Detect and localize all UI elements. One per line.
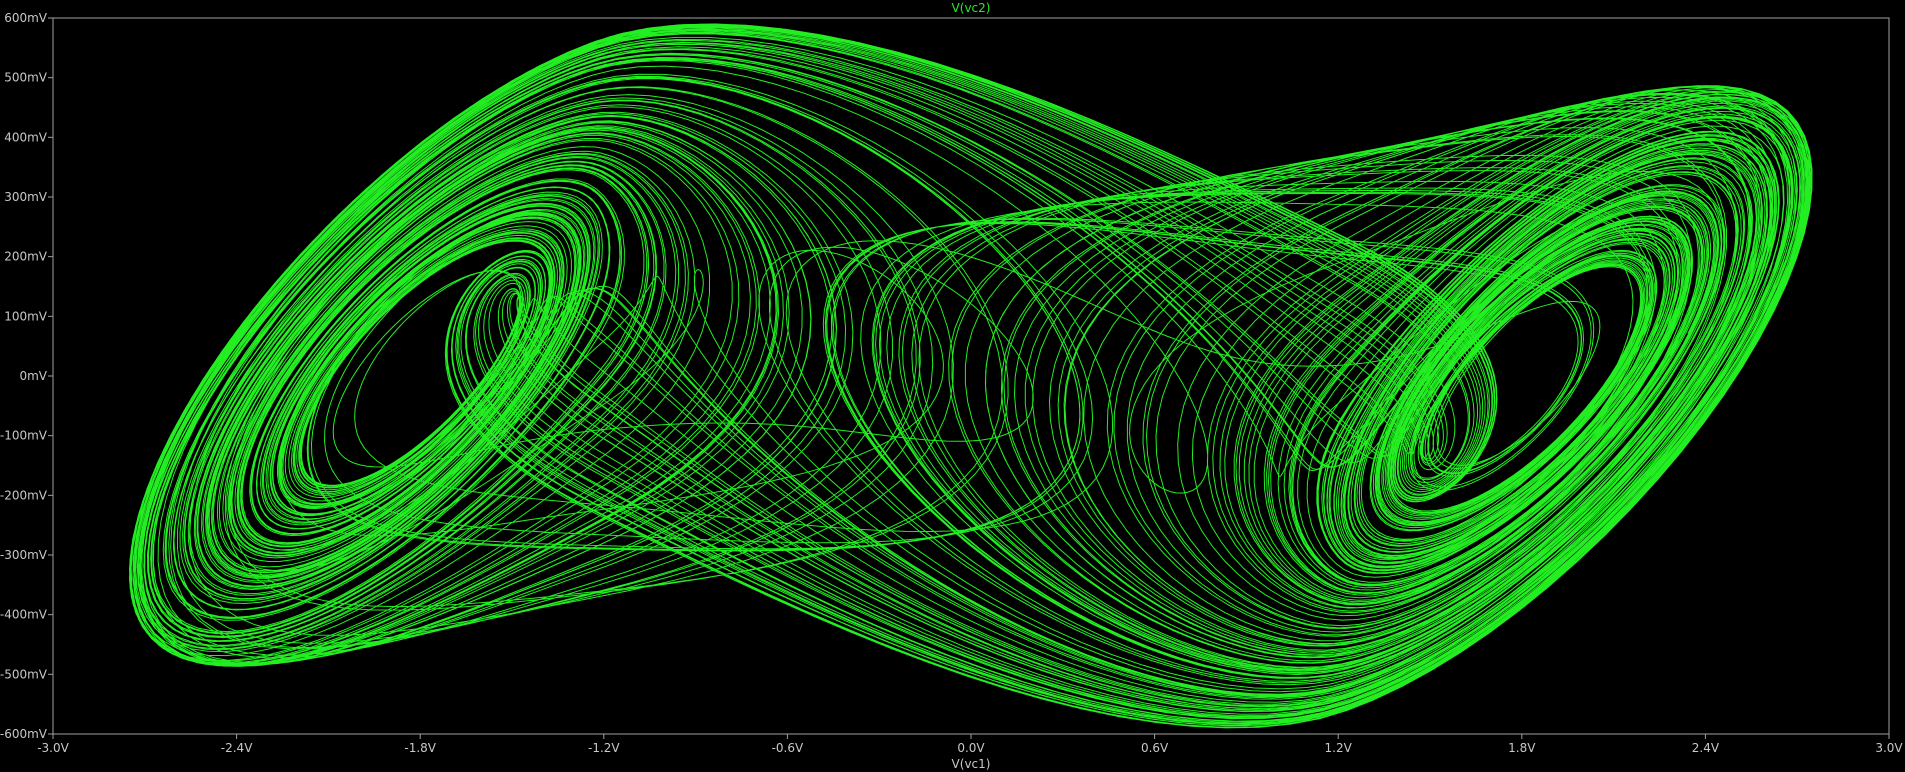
chart-title[interactable]: V(vc2) xyxy=(952,1,991,15)
y-tick-label: 100mV xyxy=(4,309,48,323)
y-tick-label: -400mV xyxy=(0,608,48,622)
y-tick-label: -500mV xyxy=(0,667,48,681)
x-tick-label: -1.2V xyxy=(588,741,620,755)
y-axis: 600mV 500mV 400mV 300mV 200mV 100mV 0mV -100mV -… xyxy=(0,11,53,741)
series-line-vc2 xyxy=(129,23,1813,729)
x-tick-label: 0.0V xyxy=(957,741,985,755)
x-tick-label: 3.0V xyxy=(1875,741,1903,755)
y-tick-label: 600mV xyxy=(4,11,48,25)
y-tick-label: -300mV xyxy=(0,548,48,562)
y-tick-label: 300mV xyxy=(4,190,48,204)
x-tick-label: 1.8V xyxy=(1508,741,1536,755)
x-axis: -3.0V -2.4V -1.8V -1.2V -0.6V 0.0V 0.6V 1.2V 1.8… xyxy=(37,734,1903,755)
x-tick-label: 1.2V xyxy=(1325,741,1353,755)
x-tick-label: -3.0V xyxy=(37,741,69,755)
x-tick-label: -2.4V xyxy=(221,741,253,755)
y-tick-label: -600mV xyxy=(0,727,48,741)
x-tick-label: -1.8V xyxy=(404,741,436,755)
x-axis-label[interactable]: V(vc1) xyxy=(952,757,991,771)
y-tick-label: 400mV xyxy=(4,130,48,144)
y-tick-label: 200mV xyxy=(4,250,48,264)
x-tick-label: 2.4V xyxy=(1692,741,1720,755)
y-tick-label: -100mV xyxy=(0,429,48,443)
x-tick-label: 0.6V xyxy=(1141,741,1169,755)
trace-group xyxy=(129,23,1813,729)
y-tick-label: -200mV xyxy=(0,488,48,502)
x-tick-label: -0.6V xyxy=(772,741,804,755)
y-tick-label: 0mV xyxy=(19,369,47,383)
y-tick-label: 500mV xyxy=(4,71,48,85)
